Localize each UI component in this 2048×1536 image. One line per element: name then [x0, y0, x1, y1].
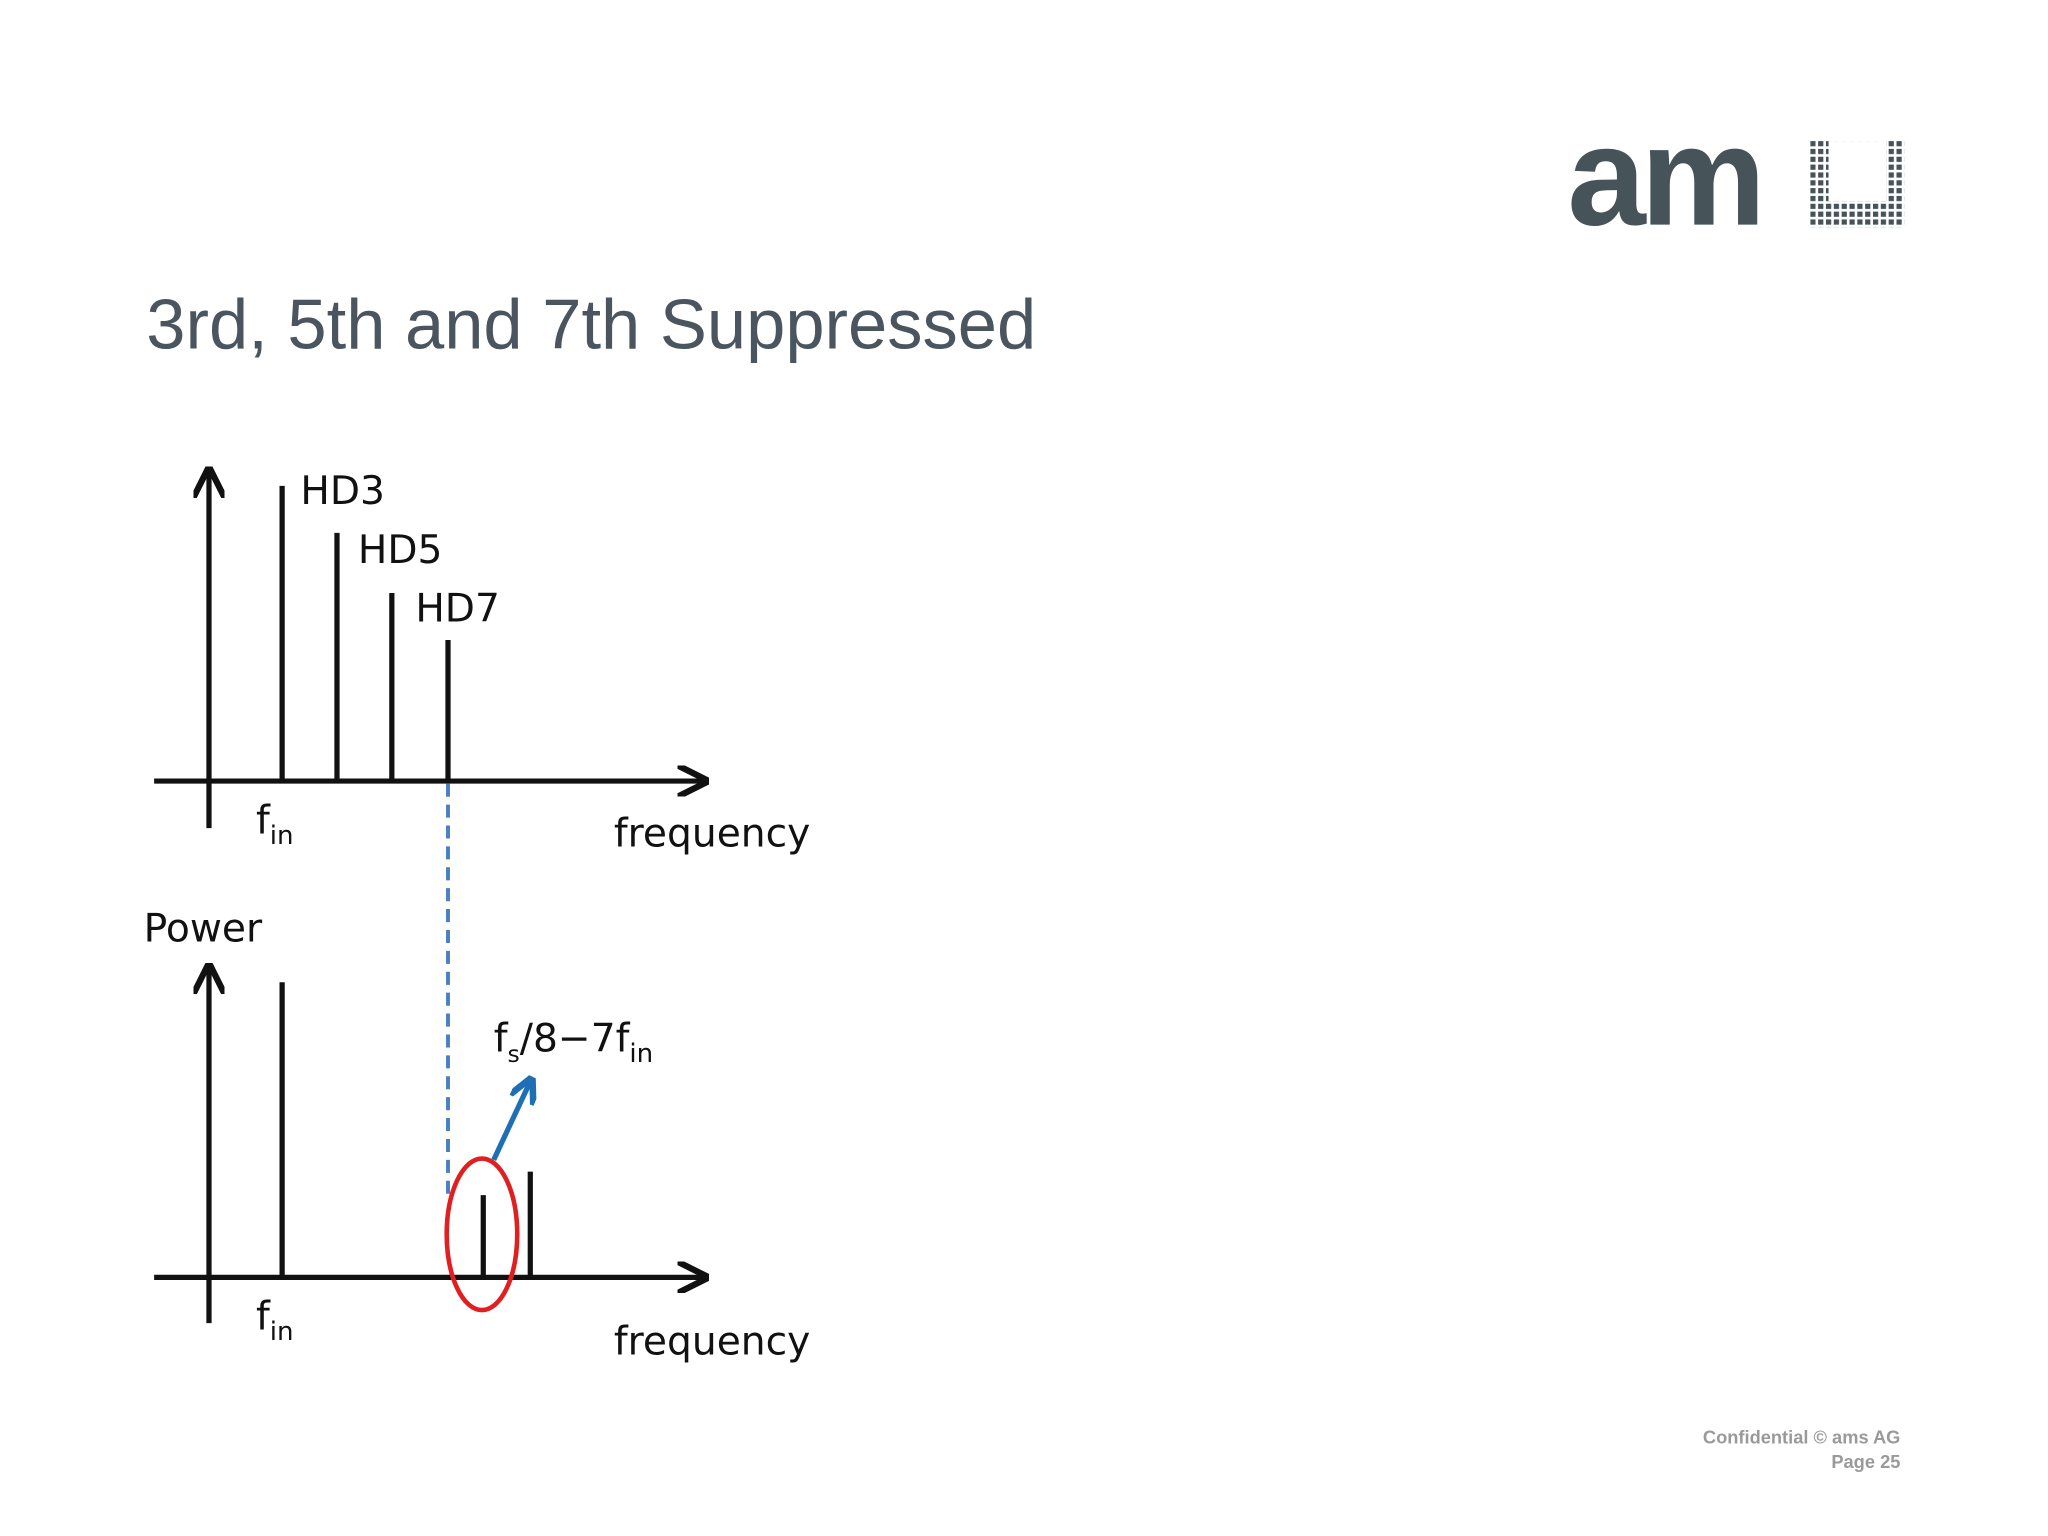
annotation-part: f [494, 1016, 509, 1061]
annotation-part: /8−7f [520, 1016, 631, 1061]
footer-page: Page 25 [1831, 1451, 1900, 1472]
subscript: in [270, 1317, 294, 1347]
logo-gap [1828, 141, 1887, 202]
label: f [256, 798, 271, 843]
label: fin [256, 798, 294, 850]
subscript: in [270, 821, 294, 851]
label: HD7 [415, 587, 500, 632]
label: HD5 [358, 528, 443, 573]
top-spectrum: HD3 HD5 HD7 fin frequency [154, 469, 810, 856]
label: HD3 [300, 469, 385, 514]
slide-title: 3rd, 5th and 7th Suppressed [146, 285, 1036, 364]
bottom-spectrum: Power fs/8−7fin fin frequency [144, 907, 811, 1365]
annotation: fs/8−7fin [494, 1016, 654, 1068]
annotation-arrow [491, 1081, 531, 1161]
footer-confidential: Confidential © ams AG [1703, 1426, 1901, 1447]
axis-label: frequency [614, 811, 810, 856]
axis-label: Power [144, 907, 263, 952]
label: f [256, 1295, 271, 1340]
axis-label: frequency [614, 1319, 810, 1364]
label: fin [256, 1295, 294, 1347]
subscript: in [629, 1039, 653, 1069]
logo-text: am [1567, 97, 1760, 255]
highlight-ellipse [444, 1156, 520, 1313]
subscript: s [508, 1040, 520, 1068]
